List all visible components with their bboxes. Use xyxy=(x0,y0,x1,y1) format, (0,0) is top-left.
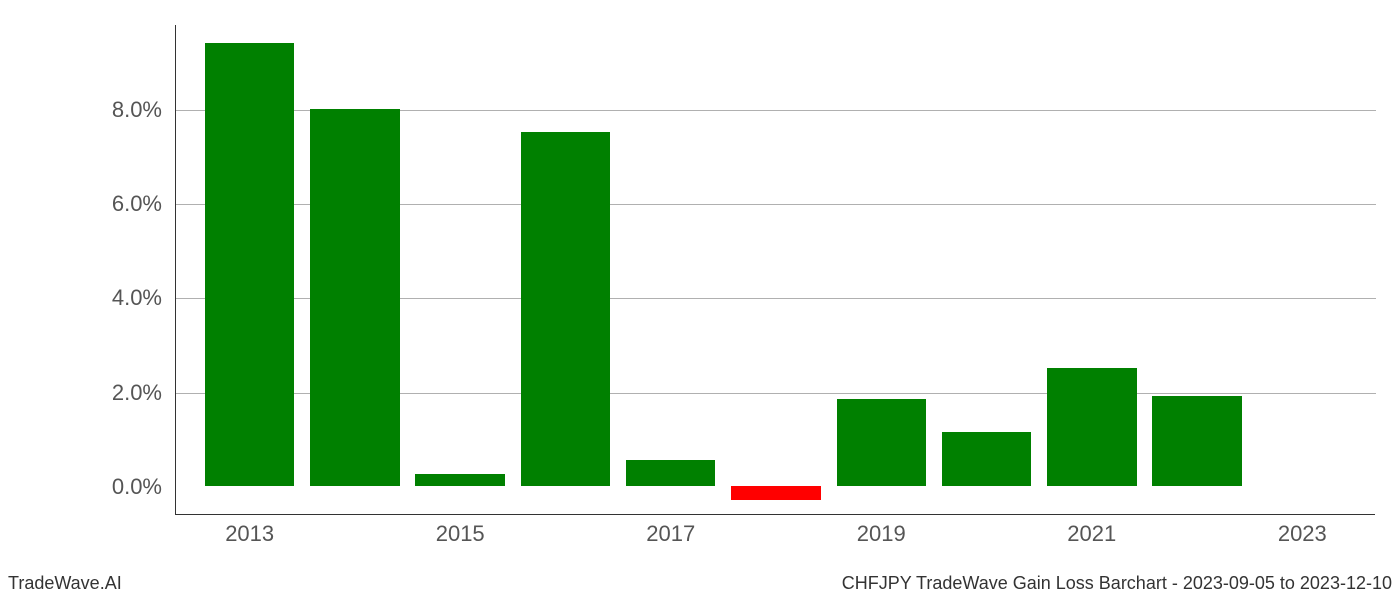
bar xyxy=(1047,368,1136,486)
footer-right-caption: CHFJPY TradeWave Gain Loss Barchart - 20… xyxy=(842,573,1392,594)
y-tick-label: 2.0% xyxy=(102,380,162,406)
footer-left-brand: TradeWave.AI xyxy=(8,573,122,594)
y-tick-label: 0.0% xyxy=(102,474,162,500)
bar xyxy=(1152,396,1241,486)
bar xyxy=(415,474,504,486)
bar xyxy=(205,43,294,486)
x-tick-label: 2013 xyxy=(225,521,274,547)
gain-loss-barchart: 201320152017201920212023 xyxy=(175,25,1375,535)
x-tick-label: 2017 xyxy=(646,521,695,547)
y-tick-label: 6.0% xyxy=(102,191,162,217)
bar xyxy=(521,132,610,485)
y-tick-label: 8.0% xyxy=(102,97,162,123)
x-tick-label: 2021 xyxy=(1067,521,1116,547)
x-tick-label: 2023 xyxy=(1278,521,1327,547)
bar xyxy=(731,486,820,500)
plot-area: 201320152017201920212023 xyxy=(175,25,1375,515)
x-tick-label: 2019 xyxy=(857,521,906,547)
bar xyxy=(837,399,926,486)
y-tick-label: 4.0% xyxy=(102,285,162,311)
bar xyxy=(626,460,715,486)
x-tick-label: 2015 xyxy=(436,521,485,547)
bar xyxy=(310,109,399,486)
bar xyxy=(942,432,1031,486)
